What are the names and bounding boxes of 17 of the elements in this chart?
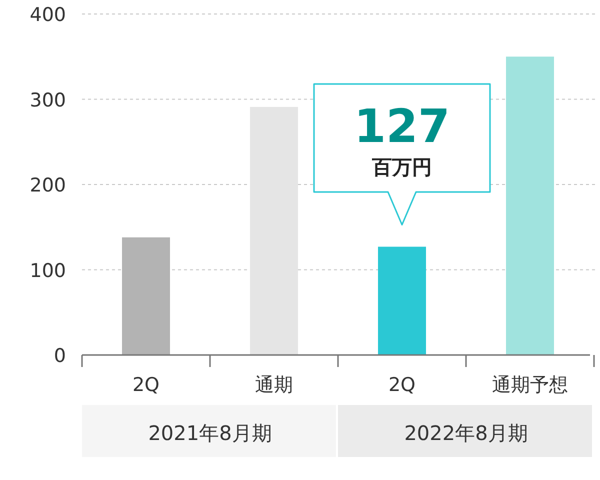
x-tick-label: 2Q	[132, 374, 160, 396]
text: 2022年8月期	[404, 421, 528, 445]
y-tick-label: 400	[30, 4, 66, 26]
bar	[378, 246, 426, 355]
y-tick-label: 200	[30, 174, 66, 196]
y-tick-label: 0	[54, 345, 66, 367]
text: 2021年8月期	[148, 421, 272, 445]
x-tick-label: 通期	[255, 374, 293, 396]
data-label: 127	[354, 99, 450, 153]
x-tick-label: 2Q	[388, 374, 416, 396]
y-tick-label: 300	[30, 89, 66, 112]
annotation: 百万円	[371, 155, 432, 179]
x-tick-label: 通期予想	[492, 374, 568, 396]
y-tick-label: 100	[30, 260, 66, 282]
bar	[122, 237, 170, 355]
bar	[506, 56, 554, 355]
bar	[250, 106, 298, 355]
